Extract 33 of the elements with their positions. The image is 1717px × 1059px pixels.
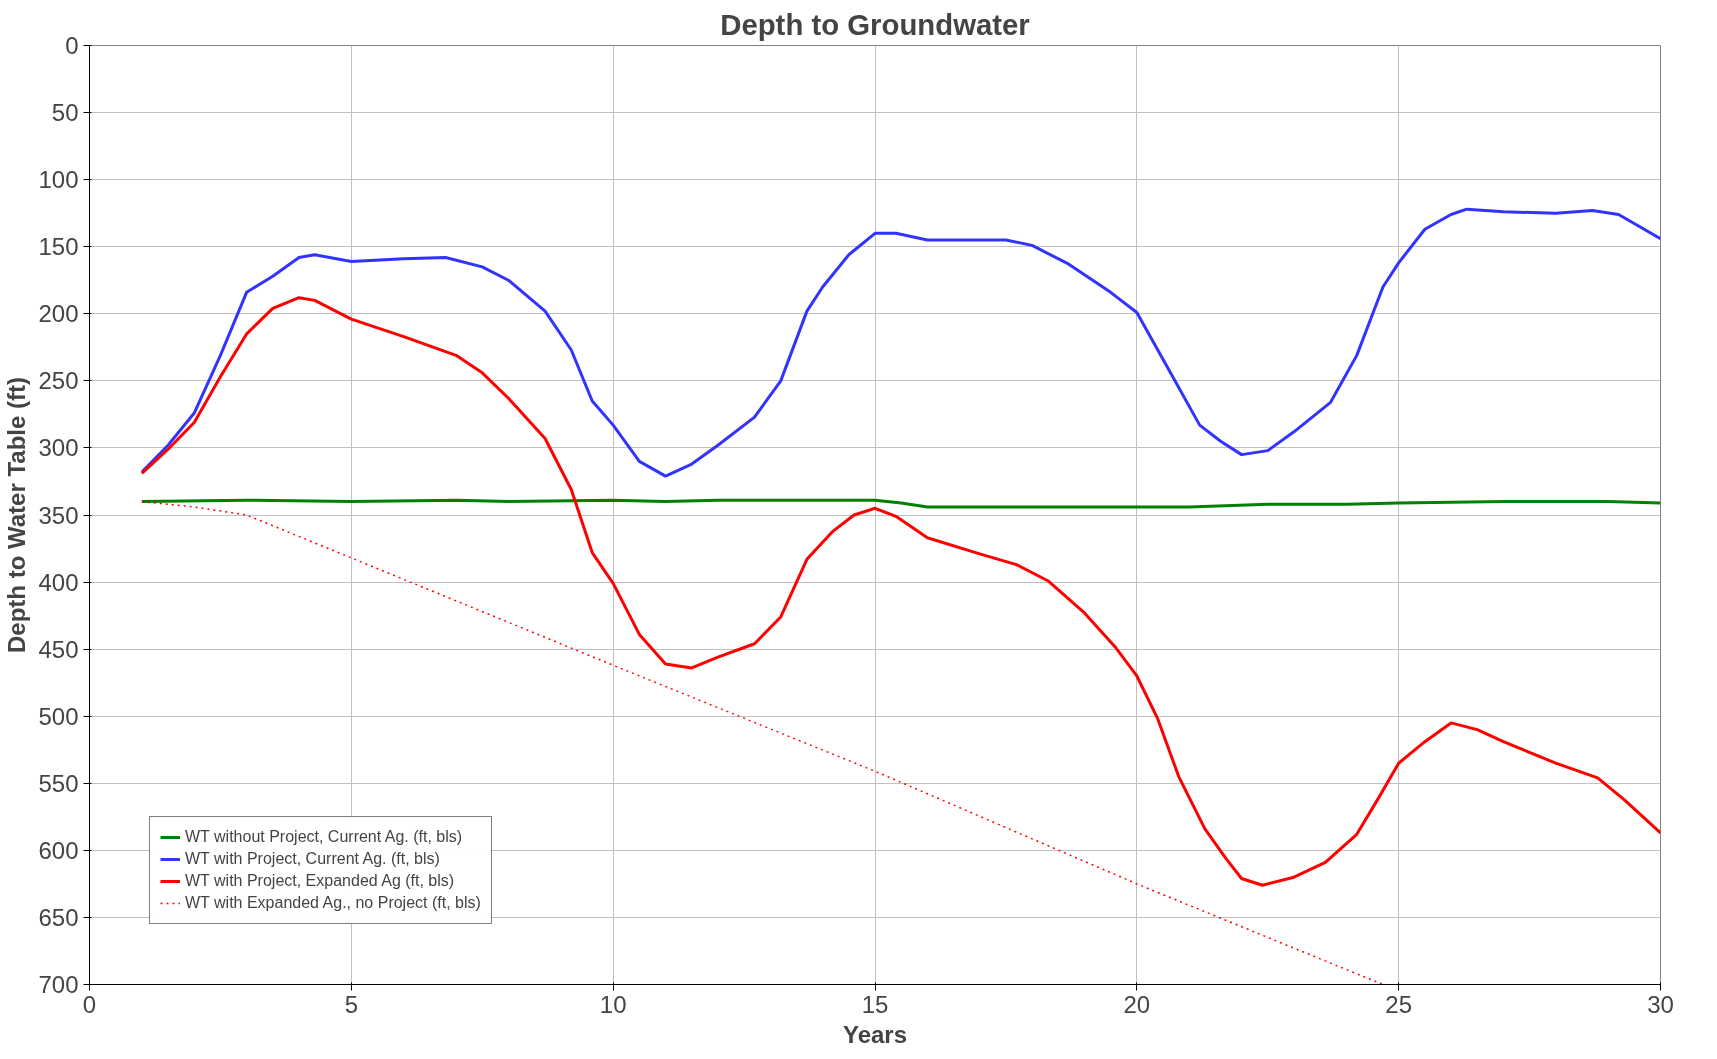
y-tick-label: 500 (38, 702, 79, 730)
line-series (140, 498, 1661, 509)
chart-title: Depth to Groundwater (720, 7, 1030, 41)
line-series (140, 207, 1661, 478)
y-tick-label: 650 (38, 903, 79, 931)
y-tick-label: 300 (38, 434, 79, 462)
y-tick-label: 0 (65, 32, 79, 59)
x-tick-label: 0 (82, 990, 97, 1018)
y-tick-label: 250 (38, 367, 79, 395)
y-tick-label: 450 (38, 635, 79, 663)
y-axis-title: Depth to Water Table (ft) (3, 377, 31, 653)
x-tick-label: 25 (1385, 990, 1413, 1018)
legend-label: WT without Project, Current Ag. (ft, bls) (185, 828, 463, 846)
x-tick-label: 15 (861, 990, 889, 1018)
y-tick-label: 700 (38, 971, 79, 998)
y-tick-label: 350 (38, 501, 79, 529)
line-series (140, 296, 1661, 887)
y-tick-label: 150 (38, 233, 79, 261)
x-tick-label: 30 (1647, 990, 1674, 1018)
y-tick-label: 550 (38, 769, 79, 797)
y-tick-label: 100 (38, 166, 79, 194)
x-tick-label: 10 (599, 990, 627, 1018)
legend-label: WT with Project, Expanded Ag (ft, bls) (185, 872, 455, 890)
y-tick-label: 400 (38, 568, 79, 596)
x-axis-title: Years (842, 1020, 908, 1048)
line-series (141, 500, 1384, 985)
legend-label: WT with Project, Current Ag. (ft, bls) (185, 850, 440, 868)
legend-label: WT with Expanded Ag., no Project (ft, bls) (185, 894, 481, 912)
x-tick-label: 5 (344, 990, 359, 1018)
y-tick-label: 50 (51, 99, 79, 127)
y-tick-label: 200 (38, 300, 79, 328)
x-tick-label: 20 (1123, 990, 1151, 1018)
y-tick-label: 600 (38, 836, 79, 864)
